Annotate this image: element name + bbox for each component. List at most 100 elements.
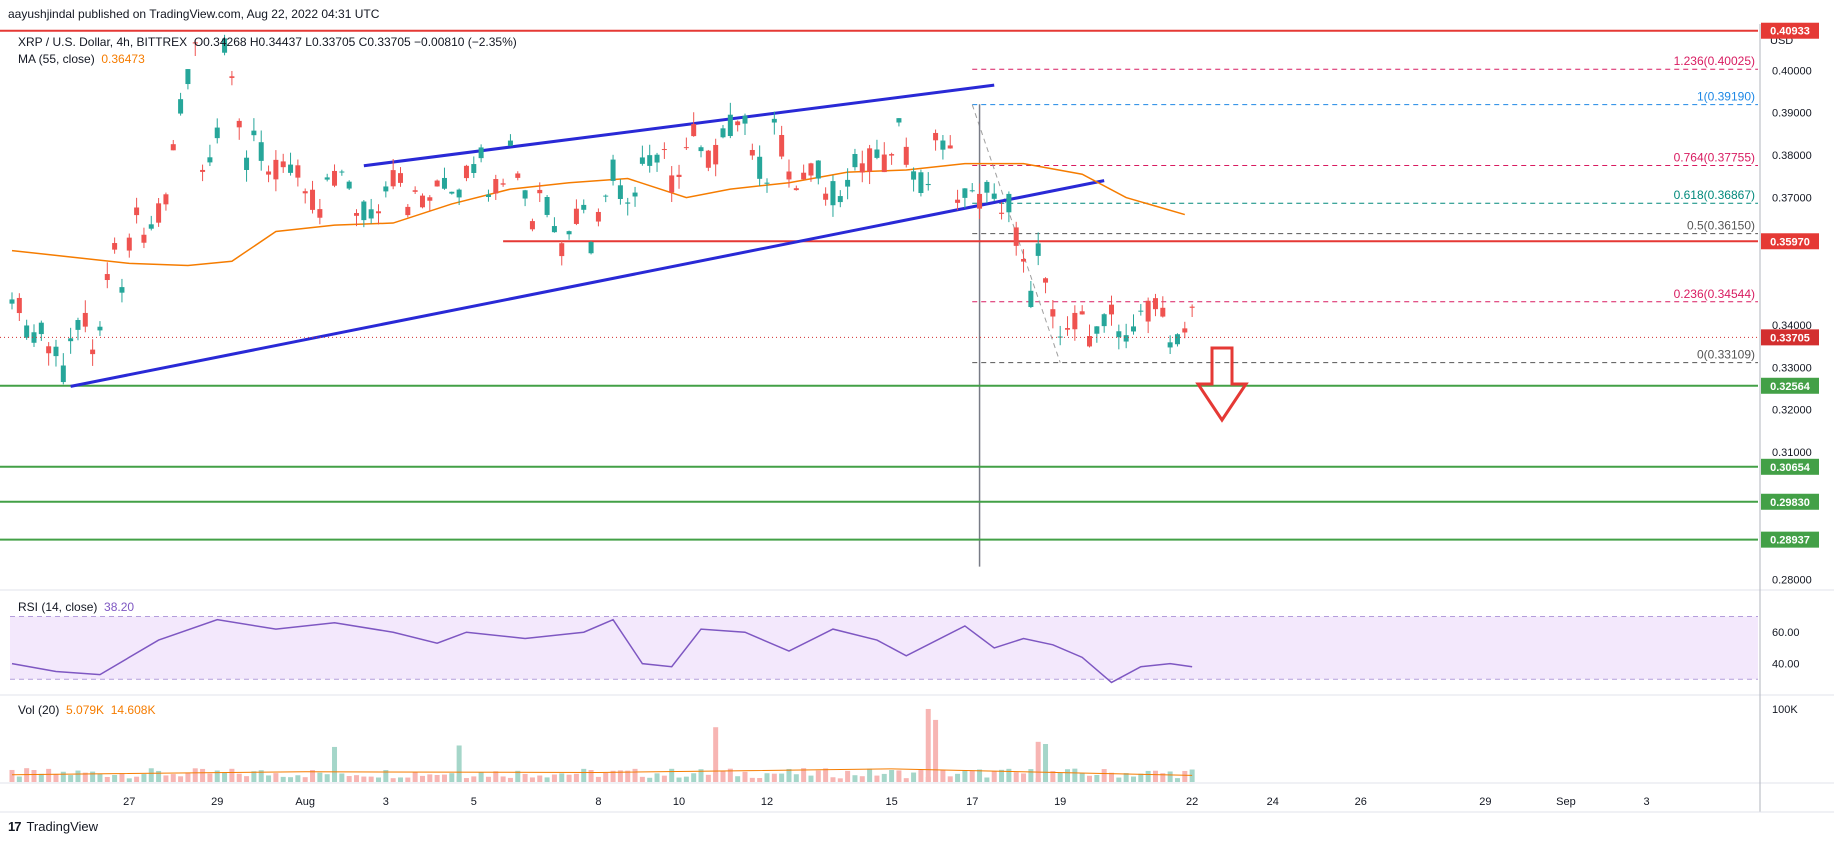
candle-body xyxy=(566,231,572,235)
candle-body xyxy=(170,144,176,151)
candle-body xyxy=(236,120,242,128)
volume-bar xyxy=(207,773,213,782)
candle-body xyxy=(222,38,228,53)
tradingview-logo-icon: 17 xyxy=(8,819,22,834)
candle-body xyxy=(68,338,74,342)
candle-body xyxy=(1094,326,1100,334)
volume-bar-spike xyxy=(332,746,338,782)
volume-bar xyxy=(112,774,118,782)
volume-bar xyxy=(1152,770,1158,782)
candle-body xyxy=(390,170,396,187)
footer-brand: 17 TradingView xyxy=(8,819,98,834)
time-tick-label: 17 xyxy=(966,796,978,808)
time-tick-label: 19 xyxy=(1054,796,1066,808)
candle-body xyxy=(1028,290,1034,308)
candle-body xyxy=(1101,314,1107,327)
volume-bar xyxy=(222,772,228,782)
candle-body xyxy=(544,196,550,215)
volume-bar-spike xyxy=(1035,741,1041,782)
candle-body xyxy=(764,182,770,184)
candle-body xyxy=(126,237,132,251)
rsi-legend: RSI (14, close) 38.20 xyxy=(18,600,134,614)
volume-bar xyxy=(647,777,653,782)
candle-body xyxy=(925,183,931,186)
price-tick-label: 0.40000 xyxy=(1772,65,1812,77)
rsi-value: 38.20 xyxy=(104,600,135,614)
volume-bar xyxy=(478,772,484,782)
candle-body xyxy=(1182,328,1188,333)
candle-body xyxy=(647,155,653,166)
candle-body xyxy=(874,149,880,158)
candle-body xyxy=(837,196,843,203)
rsi-tick-label: 60.00 xyxy=(1772,627,1800,639)
level-price-tag-label: 0.32564 xyxy=(1770,381,1811,393)
volume-bar-spike xyxy=(933,719,939,782)
candle-body xyxy=(97,326,103,331)
volume-bar xyxy=(324,774,330,782)
candle-body xyxy=(947,145,953,149)
candle-body xyxy=(119,287,125,293)
candle-body xyxy=(266,171,272,175)
volume-bar xyxy=(471,776,477,782)
candle-body xyxy=(830,181,836,206)
candle-body xyxy=(60,365,66,383)
price-tick-label: 0.37000 xyxy=(1772,193,1812,205)
time-tick-label: 26 xyxy=(1355,796,1367,808)
volume-bar xyxy=(522,773,528,782)
channel-upper-line xyxy=(363,83,995,168)
candle-body xyxy=(332,170,338,186)
fib-level-label: 1.236(0.40025) xyxy=(1674,54,1755,68)
volume-bar xyxy=(573,773,579,782)
volume-bar xyxy=(669,768,675,782)
volume-bar xyxy=(53,773,59,782)
candle-body xyxy=(82,312,88,327)
candle-body xyxy=(280,161,286,168)
candle-body xyxy=(632,192,638,197)
candle-body xyxy=(1167,342,1173,348)
ma-legend: MA (55, close) 0.36473 xyxy=(18,52,145,66)
candle-body xyxy=(141,234,147,243)
candle-body xyxy=(214,127,220,139)
volume-bar xyxy=(793,774,799,782)
candle-body xyxy=(419,195,425,208)
volume-bar xyxy=(339,773,345,782)
rsi-tick-label: 40.00 xyxy=(1772,659,1800,671)
candle-body xyxy=(779,134,785,157)
candle-body xyxy=(200,169,206,172)
candle-body xyxy=(515,173,521,178)
candle-body xyxy=(405,206,411,216)
candle-body xyxy=(1065,328,1071,330)
volume-bar xyxy=(178,776,184,782)
candle-body xyxy=(676,174,682,177)
volume-bar xyxy=(1050,771,1056,782)
candle-body xyxy=(639,157,645,164)
volume-bar xyxy=(361,776,367,782)
volume-bar xyxy=(97,774,103,782)
symbol-legend: XRP / U.S. Dollar, 4h, BITTREX O0.34268 … xyxy=(18,35,517,49)
candle-body xyxy=(148,224,154,229)
candle-body xyxy=(984,181,990,193)
price-tick-label: 0.28000 xyxy=(1772,574,1812,586)
volume-bar xyxy=(463,778,469,782)
volume-bar xyxy=(9,769,15,782)
candle-body xyxy=(881,154,887,173)
volume-bar xyxy=(119,773,125,782)
volume-bar xyxy=(266,775,272,782)
candle-body xyxy=(867,148,873,172)
level-price-tag xyxy=(1761,377,1819,394)
candle-body xyxy=(588,242,594,254)
volume-bar xyxy=(258,770,264,782)
candle-body xyxy=(808,163,814,176)
candle-body xyxy=(903,146,909,165)
volume-bar-spike xyxy=(713,727,719,782)
candle-body xyxy=(31,332,37,343)
volume-bar xyxy=(947,776,953,782)
volume-bar xyxy=(148,768,154,782)
ohlc-values: O0.34268 H0.34437 L0.33705 C0.33705 −0.0… xyxy=(193,35,517,49)
candle-body xyxy=(434,180,440,187)
rsi-band xyxy=(10,616,1758,680)
fib-level-label: 0.5(0.36150) xyxy=(1687,219,1755,233)
candle-body xyxy=(669,175,675,193)
volume-bar xyxy=(654,773,660,782)
